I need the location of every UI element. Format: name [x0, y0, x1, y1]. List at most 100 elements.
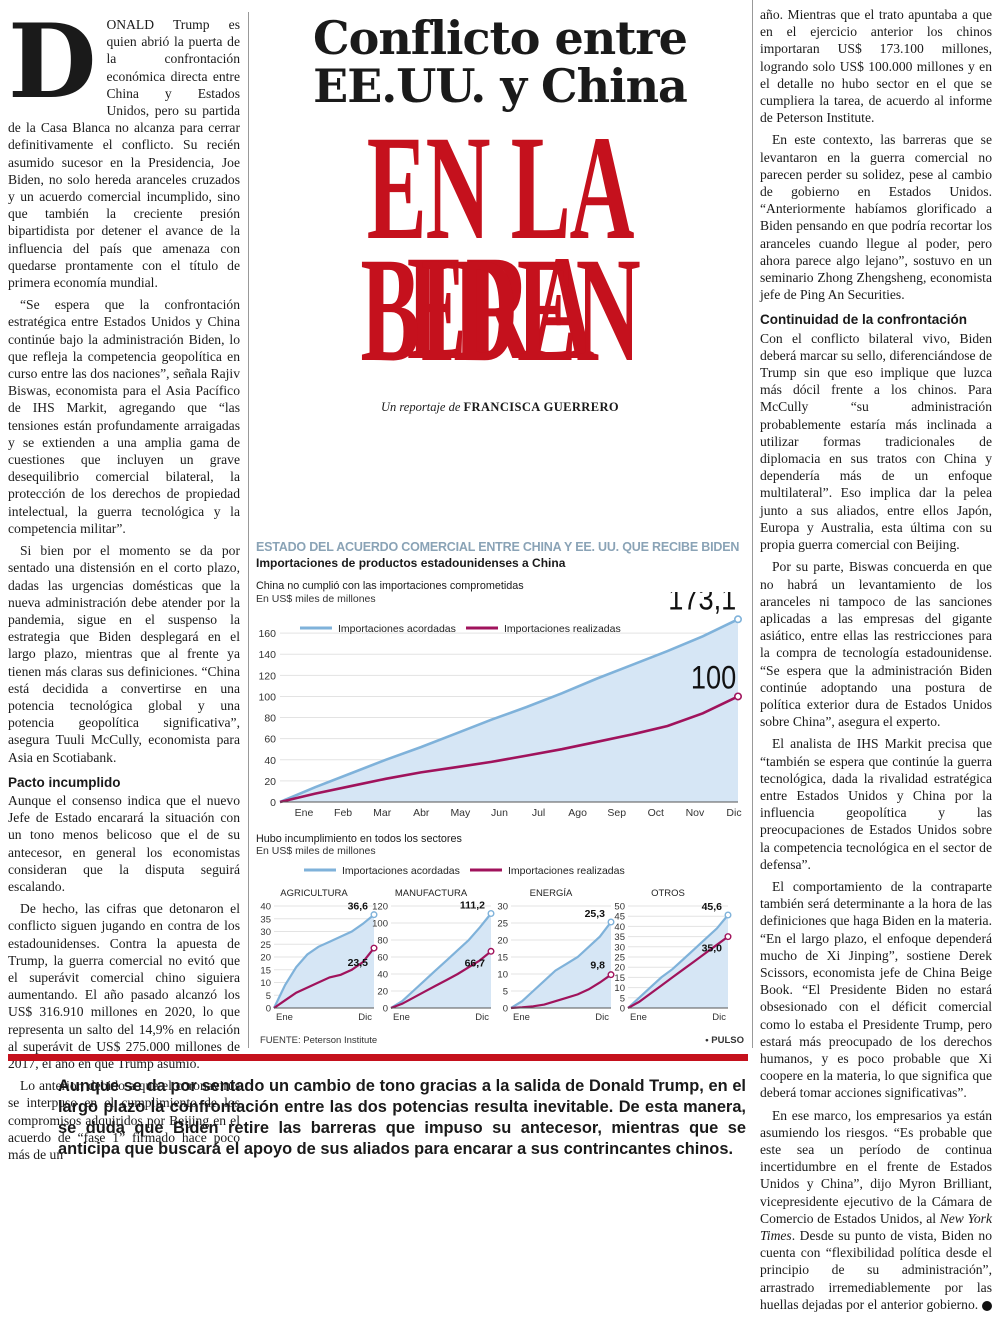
y-tick-label: 120 [258, 670, 276, 682]
actual-end-marker [733, 692, 742, 701]
y-tick-label: 15 [497, 953, 508, 964]
y-tick-label: 35 [260, 914, 271, 925]
y-tick-label: 100 [372, 919, 388, 930]
y-tick-label: 20 [264, 776, 276, 788]
y-tick-label: 40 [377, 970, 388, 981]
x-tick-label: Dic [358, 1012, 372, 1023]
agreed-line [279, 618, 739, 804]
actual-end-marker [487, 947, 495, 955]
article-paragraph: En este contexto, las barreras que se le… [760, 132, 992, 303]
actual-end-marker [607, 971, 615, 979]
article-paragraph: “Se espera que la confrontación estratég… [8, 297, 240, 536]
infographic: ESTADO DEL ACUERDO COMERCIAL ENTRE CHINA… [256, 540, 748, 1052]
agreed-area [391, 913, 491, 1008]
actual-line [627, 935, 729, 1009]
main-chart-caption: China no cumplió con las importaciones c… [256, 580, 524, 592]
y-tick-label: 10 [497, 970, 508, 981]
sector-title: MANUFACTURA [395, 888, 468, 899]
headline-line-1: Conflicto entre [313, 11, 688, 65]
pullquote-bar [8, 1054, 748, 1061]
x-tick-label: Ene [276, 1012, 293, 1023]
x-tick-label: Mar [373, 807, 392, 819]
x-tick-label: Oct [648, 807, 664, 819]
actual-end-label: 35,0 [702, 943, 723, 955]
agreed-end-label: 36,6 [348, 901, 369, 913]
x-tick-label: Ago [568, 807, 587, 819]
y-tick-label: 45 [614, 912, 625, 923]
y-tick-label: 30 [260, 927, 271, 938]
x-tick-label: Dic [595, 1012, 609, 1023]
y-tick-label: 20 [497, 936, 508, 947]
actual-line [390, 950, 492, 1010]
end-mark-icon: P [981, 1300, 999, 1311]
x-tick-label: Ene [295, 807, 314, 819]
sector-title: OTROS [651, 888, 685, 899]
y-tick-label: 15 [614, 973, 625, 984]
agreed-line [627, 914, 729, 1009]
actual-line [279, 695, 739, 804]
y-tick-label: 20 [260, 953, 271, 964]
x-tick-label: Sep [607, 807, 626, 819]
y-tick-label: 120 [372, 902, 388, 913]
y-tick-label: 140 [258, 649, 276, 661]
article-paragraph: En ese marco, los empresarios ya están a… [760, 1107, 999, 1312]
legend-agreed-label: Importaciones acordadas [338, 623, 456, 635]
y-tick-label: 30 [497, 902, 508, 913]
agreed-end-marker [487, 909, 495, 917]
actual-end-label: 23,5 [348, 957, 369, 969]
x-tick-label: Jun [491, 807, 508, 819]
article-paragraph: El comportamiento de la contraparte tamb… [760, 878, 992, 1101]
x-tick-label: Dic [726, 807, 741, 819]
sector-charts: Importaciones acordadas Importaciones rea… [260, 865, 732, 1023]
article-paragraph: Lo anterior, debido a que el coronavirus… [8, 1078, 240, 1162]
brand-logo: • PULSO [705, 1035, 744, 1046]
y-tick-label: 60 [264, 734, 276, 746]
y-tick-label: 0 [503, 1004, 508, 1015]
agreed-area [274, 914, 374, 1008]
agreed-end-label: 111,2 [460, 899, 485, 911]
actual-line [510, 973, 612, 1010]
sectors-unit: En US$ miles de millones [256, 845, 376, 857]
y-tick-label: 20 [614, 963, 625, 974]
agreed-area [628, 915, 728, 1008]
agreed-end-label: 45,6 [702, 901, 723, 913]
y-tick-label: 35 [614, 932, 625, 943]
y-tick-label: 25 [497, 919, 508, 930]
article-paragraph: D ONALD Trump es quien abrió la puerta de… [8, 2, 240, 291]
article-paragraph: El analista de IHS Markit precisa que “t… [760, 736, 992, 872]
byline-prefix: Un reportaje de [381, 400, 461, 414]
agreed-area [511, 922, 611, 1008]
y-tick-label: 15 [260, 965, 271, 976]
byline-author: FRANCISCA GUERRERO [463, 400, 619, 414]
x-tick-label: Dic [712, 1012, 726, 1023]
x-tick-label: Dic [475, 1012, 489, 1023]
section-heading: Continuidad de la confrontación [760, 312, 967, 328]
x-tick-label: Jul [532, 807, 545, 819]
section-heading: Pacto incumplido [8, 774, 121, 790]
article-column-right: año. Mientras que el trato apuntaba a qu… [760, 6, 999, 1318]
agreed-end-label: 173,1 [668, 592, 736, 617]
agreed-end-marker [370, 911, 378, 919]
y-tick-label: 60 [377, 953, 388, 964]
actual-line [273, 947, 375, 1009]
agreed-line [510, 921, 612, 1009]
x-tick-label: Ene [513, 1012, 530, 1023]
y-tick-label: 25 [260, 940, 271, 951]
y-tick-label: 0 [270, 797, 276, 809]
main-line-chart: 0 20 40 60 80 100 120 140 160 173,1 100 Ene Feb Mar Ab… [258, 592, 742, 819]
sector-title: AGRICULTURA [280, 888, 348, 899]
y-tick-label: 20 [377, 987, 388, 998]
y-tick-label: 5 [620, 993, 625, 1004]
y-tick-label: 50 [614, 902, 625, 913]
y-tick-label: 40 [260, 902, 271, 913]
actual-end-label: 9,8 [590, 960, 605, 972]
article-paragraph: De hecho, las cifras que detonaron el co… [8, 901, 240, 1071]
x-tick-label: Nov [686, 807, 705, 819]
y-tick-label: 0 [620, 1004, 625, 1015]
agreed-line [390, 912, 492, 1009]
drop-cap: D [8, 2, 97, 122]
agreed-end-marker [724, 911, 732, 919]
agreed-line [273, 913, 375, 1009]
article-column-left: D ONALD Trump es quien abrió la puerta de… [8, 2, 240, 1168]
agreed-area [280, 619, 738, 802]
